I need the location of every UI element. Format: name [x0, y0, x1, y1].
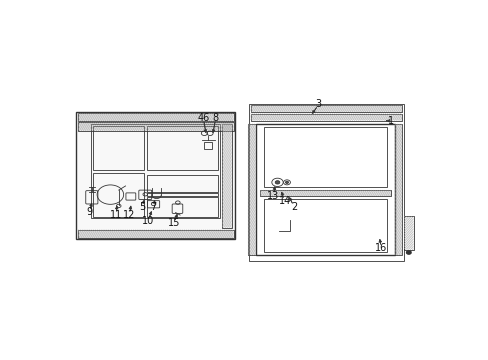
- Bar: [76, 112, 235, 239]
- Bar: [93, 126, 143, 170]
- Text: 3: 3: [315, 99, 321, 109]
- Text: 10: 10: [142, 216, 154, 226]
- Text: 13: 13: [266, 191, 279, 201]
- Bar: [222, 123, 231, 228]
- Bar: [147, 197, 218, 217]
- Circle shape: [285, 181, 288, 184]
- Text: 9: 9: [86, 207, 92, 217]
- Bar: [403, 216, 413, 250]
- Bar: [256, 124, 394, 255]
- Text: 1: 1: [387, 116, 393, 126]
- Circle shape: [275, 181, 279, 184]
- Bar: [248, 104, 403, 261]
- Text: 2: 2: [290, 202, 297, 212]
- Bar: [91, 124, 220, 218]
- Text: 16: 16: [374, 243, 386, 253]
- Text: 14: 14: [278, 196, 290, 206]
- Bar: [250, 114, 401, 121]
- Text: 46: 46: [197, 113, 209, 123]
- Bar: [260, 190, 390, 196]
- Bar: [147, 175, 218, 192]
- Bar: [93, 172, 143, 217]
- Text: 15: 15: [167, 219, 180, 228]
- Bar: [264, 127, 386, 187]
- Bar: [78, 230, 233, 238]
- Circle shape: [406, 251, 410, 254]
- Bar: [247, 124, 255, 255]
- Bar: [147, 126, 218, 170]
- Text: 7: 7: [150, 202, 156, 212]
- Text: 11: 11: [110, 210, 122, 220]
- Text: 8: 8: [212, 113, 218, 123]
- Bar: [250, 105, 401, 112]
- Bar: [78, 113, 233, 121]
- Bar: [147, 193, 218, 196]
- Text: 5: 5: [139, 202, 145, 212]
- Bar: [394, 124, 401, 255]
- Bar: [264, 199, 386, 252]
- Bar: [203, 141, 211, 149]
- Text: 12: 12: [123, 210, 135, 220]
- Bar: [78, 122, 233, 131]
